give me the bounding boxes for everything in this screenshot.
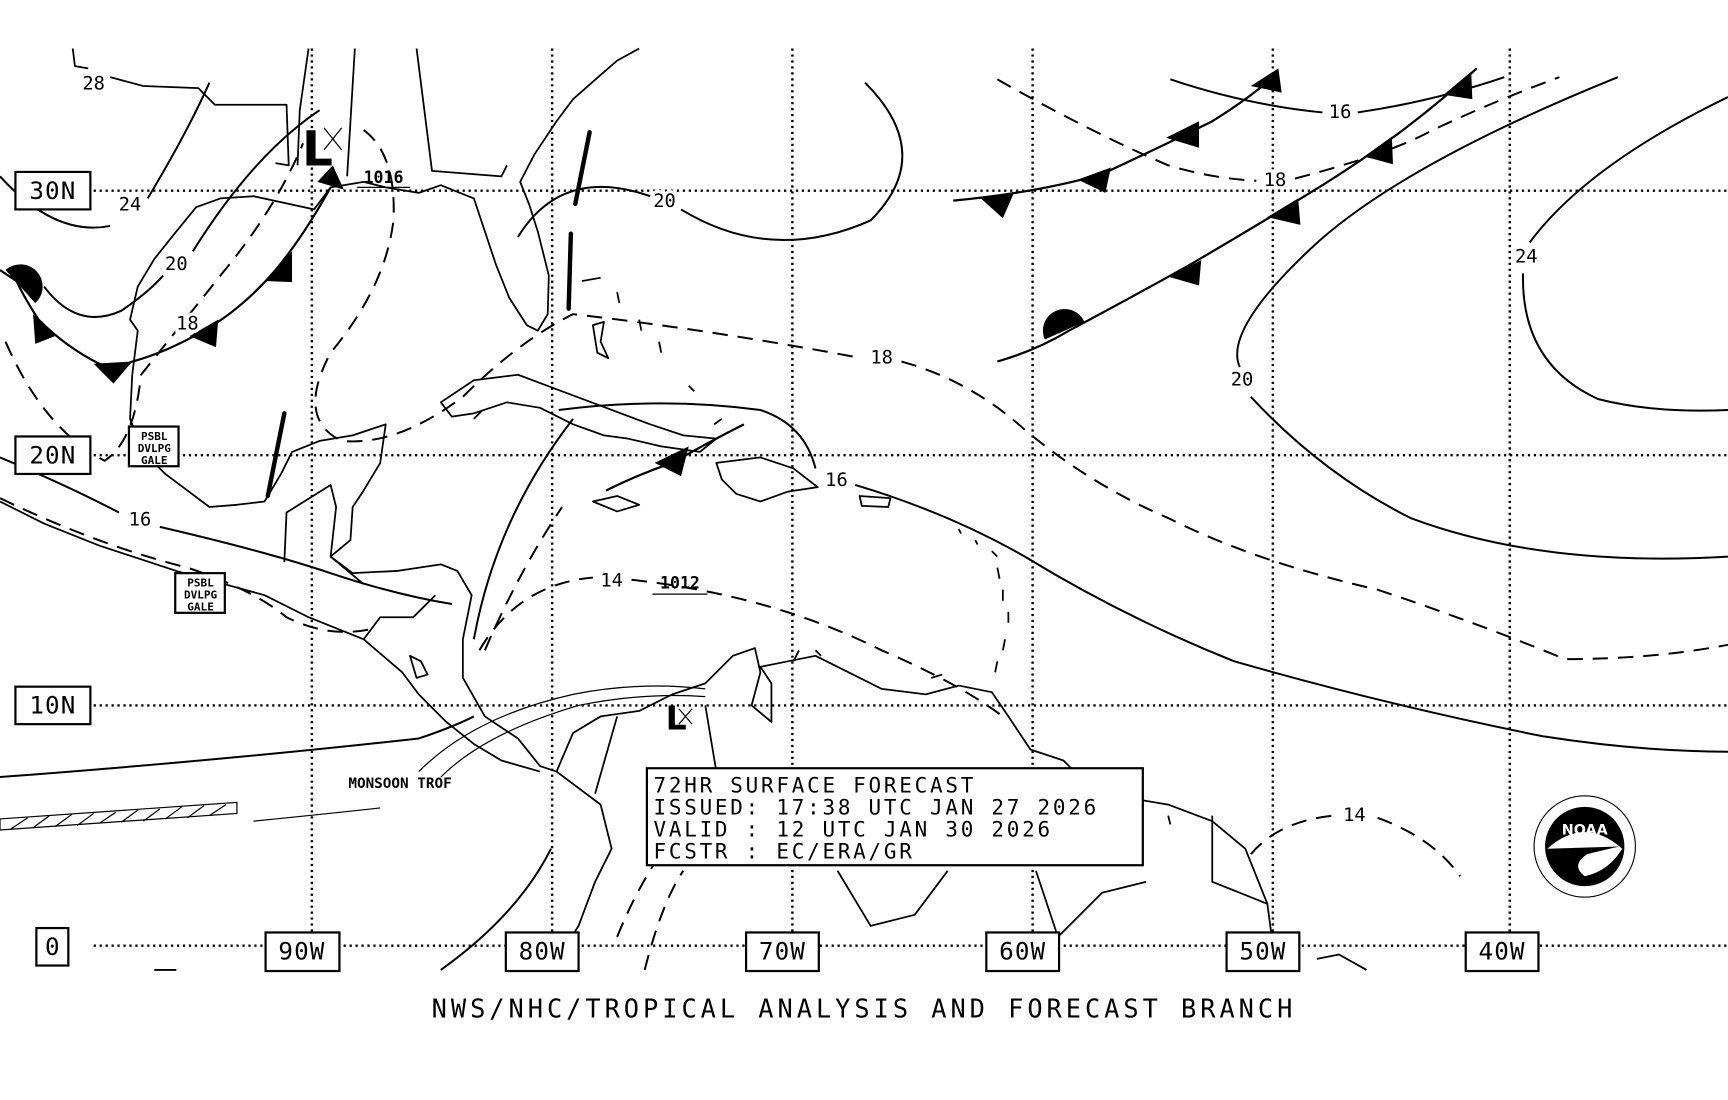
noaa-logo: NOAA [1533, 795, 1636, 898]
low-symbol: L [666, 699, 687, 738]
lon-label: 60W [999, 936, 1046, 965]
isobar-label: 14 [600, 570, 623, 591]
isobar-labels: 28 24 20 18 16 20 16 18 18 24 20 16 14 1… [79, 70, 1541, 829]
low-center-caribbean: L 1012 [652, 574, 708, 738]
footer-credit: NWS/NHC/TROPICAL ANALYSIS AND FORECAST B… [432, 993, 1297, 1023]
isobar-label: 20 [165, 254, 188, 275]
svg-text:GALE: GALE [141, 454, 168, 467]
monsoon-trough-label: MONSOON TROF [348, 776, 451, 792]
isobar-label: 24 [1515, 246, 1538, 267]
front-barb [1267, 198, 1301, 225]
isobar-label: 24 [119, 195, 142, 216]
front-barb [1165, 121, 1200, 148]
warm-front-bump [1042, 308, 1085, 340]
isobar-label: 16 [825, 470, 848, 491]
lon-label: 50W [1239, 936, 1286, 965]
front-barb [1168, 260, 1202, 286]
front-barb [264, 251, 293, 283]
svg-text:PSBL: PSBL [141, 430, 168, 443]
front-barb [33, 314, 56, 344]
forecast-issued: ISSUED: 17:38 UTC JAN 27 2026 [654, 796, 1099, 820]
svg-text:DVLPG: DVLPG [138, 442, 172, 455]
isobar-label: 20 [653, 191, 676, 212]
pressure-value: 1016 [364, 168, 404, 187]
lat-label: 30N [29, 176, 76, 205]
monsoon-trough [0, 685, 706, 831]
svg-text:PSBL: PSBL [187, 576, 214, 589]
surface-troughs [265, 130, 592, 499]
isobar-label: 18 [870, 348, 893, 369]
front-barb [189, 319, 219, 348]
lat-label: 10N [29, 691, 76, 720]
isobar-label: 16 [1329, 102, 1352, 123]
latitude-labels: 30N 20N 10N 0 [14, 170, 92, 967]
svg-text:NOAA: NOAA [1562, 822, 1608, 838]
front-barb [1250, 68, 1282, 93]
gale-warning-pacific: PSBL DVLPG GALE [174, 572, 226, 614]
front-barb [1364, 136, 1393, 165]
forecast-info-box: 72HR SURFACE FORECAST ISSUED: 17:38 UTC … [645, 767, 1144, 867]
pressure-value: 1012 [660, 574, 700, 593]
longitude-labels: 90W 80W 70W 60W 50W 40W [264, 931, 1540, 973]
lon-label: 40W [1479, 936, 1526, 965]
gale-warning-gulf: PSBL DVLPG GALE [127, 425, 180, 468]
front-barb [93, 361, 133, 384]
warm-front-bump [5, 264, 43, 304]
front-barb [654, 446, 689, 477]
isobar-label: 28 [82, 73, 105, 94]
lat-label: 20N [29, 440, 76, 469]
lon-label: 80W [519, 936, 566, 965]
low-center-gulf: L 1016 [302, 121, 410, 188]
low-symbol: L [302, 121, 333, 177]
isobar-label: 20 [1231, 370, 1254, 391]
front-barb [980, 192, 1014, 219]
isobar-label: 18 [176, 314, 199, 335]
svg-text:DVLPG: DVLPG [184, 588, 218, 601]
isobar-label: 16 [129, 510, 152, 531]
forecast-valid: VALID : 12 UTC JAN 30 2026 [654, 818, 1053, 842]
isobar-label: 18 [1264, 170, 1287, 191]
forecast-forecasters: FCSTR : EC/ERA/GR [654, 840, 915, 864]
isobar-label: 14 [1343, 805, 1366, 826]
front-barb [1077, 167, 1111, 193]
front-barb [1443, 71, 1473, 100]
lon-label: 70W [759, 936, 806, 965]
lon-label: 90W [278, 936, 325, 965]
coastlines [0, 47, 1367, 971]
cold-fronts [0, 67, 1478, 492]
svg-text:GALE: GALE [187, 601, 214, 614]
front-barb [317, 165, 344, 190]
lat-label: 0 [45, 932, 61, 961]
forecast-title: 72HR SURFACE FORECAST [654, 773, 977, 797]
